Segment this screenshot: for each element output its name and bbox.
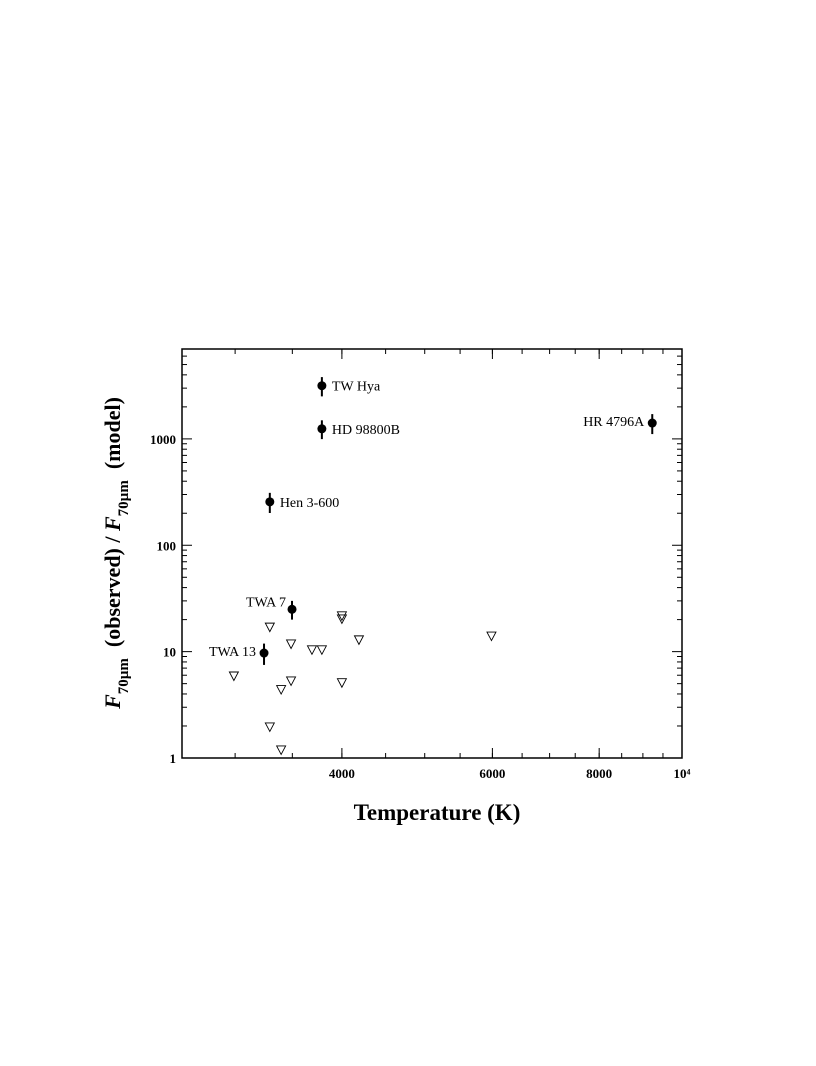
upper-limit bbox=[264, 722, 276, 733]
upper-limit bbox=[228, 671, 240, 682]
upper-limit bbox=[275, 745, 287, 756]
x-tick-label: 8000 bbox=[586, 766, 612, 781]
upper-limit bbox=[264, 622, 276, 633]
x-axis-label: Temperature (K) bbox=[354, 800, 521, 825]
y-label-part: (model) bbox=[100, 397, 125, 480]
y-tick-label: 1000 bbox=[150, 432, 176, 447]
y-label-part: F bbox=[100, 516, 125, 532]
x-tick-label: 10⁴ bbox=[674, 766, 691, 781]
upper-limit bbox=[306, 645, 318, 656]
upper-limit bbox=[486, 631, 497, 642]
y-label-part: 70µm bbox=[116, 480, 132, 517]
upper-limit bbox=[316, 645, 328, 656]
x-tick-label: 4000 bbox=[329, 766, 355, 781]
data-point bbox=[317, 424, 327, 434]
y-tick-label: 1 bbox=[170, 751, 177, 766]
upper-limit bbox=[336, 614, 348, 625]
point-label: TWA 7 bbox=[246, 595, 286, 610]
data-point bbox=[259, 648, 269, 658]
point-label: TWA 13 bbox=[209, 645, 256, 660]
y-label-part: 70µm bbox=[116, 658, 132, 695]
y-label-part: (observed) / bbox=[100, 531, 125, 658]
upper-limit bbox=[336, 611, 348, 622]
data-point bbox=[647, 418, 657, 428]
upper-limit bbox=[285, 676, 297, 687]
upper-limit bbox=[275, 685, 287, 696]
point-label: TW Hya bbox=[332, 380, 381, 395]
data-point bbox=[265, 497, 275, 507]
upper-limit bbox=[353, 635, 365, 646]
plot-frame bbox=[181, 348, 683, 759]
upper-limit bbox=[285, 639, 297, 650]
data-point bbox=[317, 381, 327, 391]
upper-limit bbox=[336, 678, 348, 689]
data-point bbox=[287, 604, 297, 614]
y-tick-label: 10 bbox=[163, 645, 176, 660]
point-label: HD 98800B bbox=[332, 423, 400, 438]
x-tick-label: 6000 bbox=[479, 766, 505, 781]
point-label: HR 4796A bbox=[583, 415, 645, 430]
y-tick-label: 100 bbox=[157, 538, 177, 553]
y-axis-label: F70µm (observed) / F70µm (model) bbox=[100, 397, 132, 710]
y-label-part: F bbox=[100, 694, 125, 710]
point-label: Hen 3-600 bbox=[280, 496, 340, 511]
